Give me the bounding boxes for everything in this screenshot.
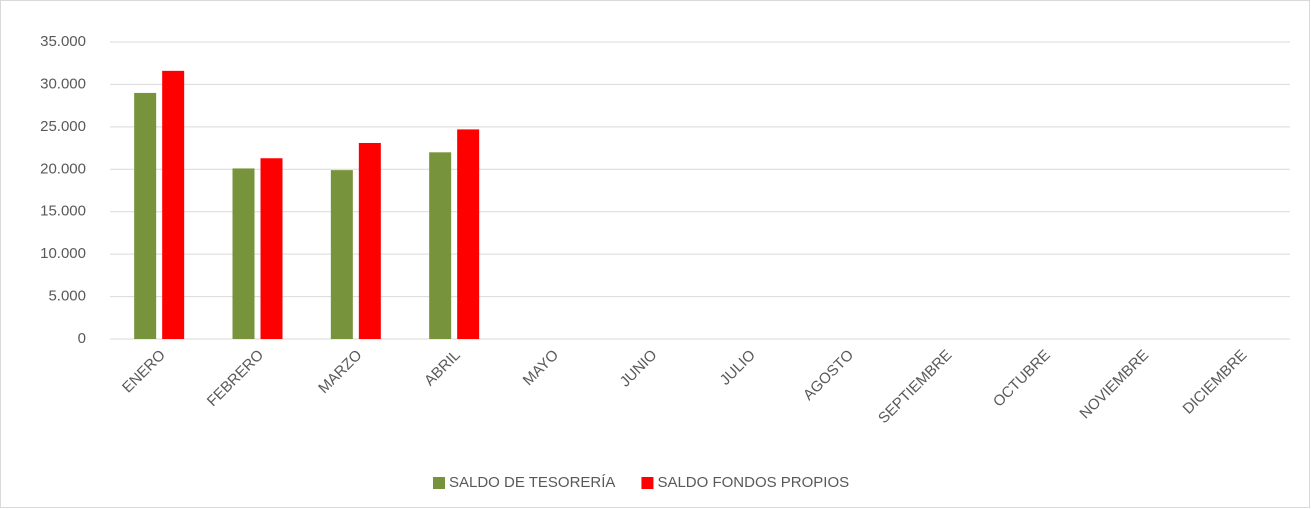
bar xyxy=(134,92,157,340)
y-tick-label: 15.000 xyxy=(40,203,86,220)
y-tick-label: 35.000 xyxy=(40,33,86,50)
y-tick-label: 20.000 xyxy=(40,160,86,177)
bar xyxy=(162,70,185,339)
bar xyxy=(260,158,283,339)
legend-label: SALDO DE TESORERÍA xyxy=(449,474,615,491)
y-tick-label: 5.000 xyxy=(48,288,86,305)
bar xyxy=(457,129,480,339)
legend-label: SALDO FONDOS PROPIOS xyxy=(657,474,849,491)
bar xyxy=(358,142,381,339)
bar xyxy=(429,152,452,339)
y-tick-label: 0 xyxy=(78,330,86,347)
y-tick-label: 10.000 xyxy=(40,245,86,262)
bar xyxy=(330,170,353,339)
legend-swatch xyxy=(641,477,654,489)
y-tick-label: 25.000 xyxy=(40,118,86,135)
y-tick-label: 30.000 xyxy=(40,75,86,92)
bar xyxy=(232,168,255,339)
legend-swatch xyxy=(433,477,445,489)
